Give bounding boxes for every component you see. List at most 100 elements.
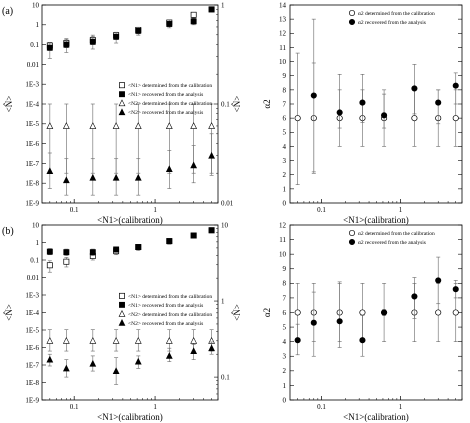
y-tick-label: 0 — [283, 199, 287, 207]
y-axis-title: α2 — [262, 308, 272, 317]
data-point — [435, 309, 442, 316]
y-tick-label: 14 — [279, 1, 287, 9]
data-point — [46, 262, 53, 269]
x-tick-label: 1 — [399, 403, 403, 411]
y-left-tick-label: 0.1 — [30, 41, 39, 49]
legend-marker — [348, 229, 356, 237]
data-point — [381, 112, 388, 119]
data-point — [452, 82, 459, 89]
y-tick-label: 8 — [283, 86, 287, 94]
x-tick-label: 0.1 — [70, 403, 79, 411]
x-axis-title: <N1>(calibration) — [343, 215, 409, 225]
series-4 — [46, 133, 215, 196]
y-left-tick-label: 1E-3 — [25, 81, 39, 89]
data-point — [62, 364, 70, 372]
legend-marker — [119, 82, 125, 89]
legend-label: α2 recovered from the analysis — [358, 239, 426, 246]
data-point — [359, 309, 366, 316]
y-right-axis-title: <N̂> — [231, 96, 242, 113]
y-tick-label: 7 — [283, 100, 287, 108]
legend: α2 determined from the calibration α2 rec… — [348, 229, 435, 246]
data-point — [208, 151, 215, 159]
series-2 — [46, 227, 215, 256]
series-1 — [46, 227, 215, 273]
data-point — [411, 293, 418, 300]
series-4 — [46, 341, 215, 385]
x-tick-label: 0.1 — [70, 206, 79, 214]
data-point — [165, 165, 173, 173]
chart-panel-1: (a)0.1 1<N1>(calibration)1E-91E-81E-71E-6… — [2, 1, 242, 225]
data-point — [46, 355, 54, 363]
data-point — [46, 122, 54, 129]
legend-label: <N1> recovered from the analysis — [128, 302, 203, 309]
data-point — [46, 336, 54, 344]
data-point — [62, 122, 70, 129]
y-left-axis-title: <N̂> — [3, 304, 14, 321]
data-point — [310, 92, 317, 99]
data-point — [62, 176, 70, 184]
y-left-tick-label: 1 — [36, 21, 40, 29]
legend-marker — [119, 292, 125, 299]
data-point — [208, 122, 215, 129]
y-right-tick-label: 1 — [221, 1, 225, 9]
data-point — [62, 336, 70, 344]
data-point — [112, 367, 120, 374]
data-point — [112, 122, 120, 129]
y-tick-label: 2 — [283, 367, 287, 375]
legend-marker — [348, 9, 356, 17]
data-point — [190, 347, 198, 354]
y-tick-label: 9 — [283, 265, 287, 273]
data-point — [166, 238, 173, 245]
data-point — [336, 318, 343, 325]
y-tick-label: 6 — [283, 115, 287, 123]
data-point — [89, 336, 97, 344]
data-point — [310, 319, 317, 326]
chart-panel-2: 0.1 1<N1>(calibration)0123456789101112131… — [262, 1, 463, 225]
y-left-tick-label: 1E-6 — [25, 140, 39, 148]
legend-label: <N1> recovered from the analysis — [128, 91, 203, 98]
data-point — [208, 6, 215, 13]
data-point — [89, 173, 97, 181]
y-left-tick-label: 0.01 — [27, 61, 40, 69]
data-point — [135, 27, 142, 34]
y-right-tick-label: 10 — [221, 221, 229, 229]
y-tick-label: 3 — [283, 157, 287, 165]
y-left-tick-label: 1E-4 — [25, 309, 39, 317]
data-point — [112, 336, 120, 344]
y-tick-label: 1 — [283, 185, 287, 193]
y-left-tick-label: 1E-8 — [25, 180, 39, 188]
legend-label: α2 determined from the calibration — [358, 10, 435, 17]
y-left-tick-label: 1E-8 — [25, 379, 39, 387]
y-left-tick-label: 1E-7 — [25, 160, 39, 168]
data-point — [452, 286, 459, 293]
data-point — [135, 244, 142, 250]
legend-label: α2 recovered from the analysis — [358, 19, 426, 26]
x-axis-title: <N1>(calibration) — [343, 412, 409, 422]
data-point — [190, 122, 198, 129]
series-3 — [46, 329, 215, 352]
legend-marker — [119, 301, 125, 308]
legend-label: <N2> recovered from the analysis — [128, 109, 203, 116]
data-point — [190, 11, 197, 18]
y-tick-label: 12 — [279, 30, 287, 38]
y-tick-label: 10 — [279, 58, 287, 66]
series-1 — [46, 6, 215, 51]
legend-marker — [118, 99, 126, 107]
x-tick-label: 1 — [153, 206, 157, 214]
y-tick-label: 5 — [283, 323, 287, 331]
data-point — [89, 249, 96, 256]
y-left-tick-label: 0.01 — [27, 274, 40, 282]
y-tick-label: 7 — [283, 294, 287, 302]
y-tick-label: 0 — [283, 396, 287, 404]
data-point — [89, 38, 96, 45]
data-point — [381, 309, 388, 316]
data-point — [294, 337, 301, 344]
y-tick-label: 11 — [279, 44, 286, 52]
series-2 — [310, 18, 459, 174]
x-axis-title: <N1>(calibration) — [97, 412, 163, 422]
legend: <N1> determined from the calibration <N1>… — [118, 82, 212, 116]
y-left-tick-label: 1E-7 — [25, 361, 39, 369]
x-tick-label: 1 — [153, 403, 157, 411]
y-right-tick-label: 0.01 — [221, 199, 234, 207]
data-point — [452, 309, 459, 316]
